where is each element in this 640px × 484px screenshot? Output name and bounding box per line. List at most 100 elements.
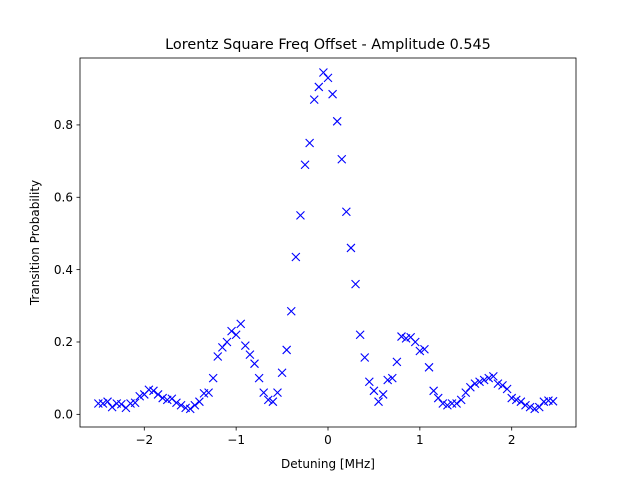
data-point xyxy=(534,402,544,412)
data-point xyxy=(323,73,333,83)
data-point xyxy=(217,343,227,352)
data-point xyxy=(351,279,360,289)
data-point xyxy=(461,388,471,398)
data-point xyxy=(240,341,250,350)
x-tick-label: 2 xyxy=(508,433,516,447)
x-axis-label: Detuning [MHz] xyxy=(281,457,375,471)
data-point xyxy=(231,330,241,340)
data-point xyxy=(263,395,273,405)
data-point xyxy=(369,386,379,396)
data-point xyxy=(208,373,218,383)
data-point xyxy=(236,319,246,329)
data-point xyxy=(397,332,406,341)
data-point xyxy=(319,68,328,77)
data-point xyxy=(103,397,112,407)
data-point xyxy=(300,160,310,170)
y-tick-label: 0.8 xyxy=(54,118,73,132)
data-point xyxy=(286,306,296,316)
data-point xyxy=(116,399,126,409)
data-point xyxy=(525,402,535,412)
data-point xyxy=(479,375,489,385)
chart-title: Lorentz Square Freq Offset - Amplitude 0… xyxy=(165,37,491,53)
data-point xyxy=(305,138,315,148)
data-point xyxy=(374,397,383,407)
data-point xyxy=(328,89,337,99)
data-point xyxy=(378,390,388,399)
data-point xyxy=(507,393,517,403)
data-point xyxy=(185,404,195,414)
data-point xyxy=(98,399,108,408)
data-point xyxy=(383,375,393,385)
data-point xyxy=(273,388,282,398)
data-point xyxy=(475,377,484,387)
data-point xyxy=(484,373,494,383)
data-point xyxy=(429,386,439,396)
data-point xyxy=(521,400,530,410)
x-axis: −2 −1 0 1 2 xyxy=(135,427,516,447)
data-point xyxy=(420,344,429,354)
data-point xyxy=(254,373,264,383)
data-point xyxy=(259,388,269,398)
x-tick-label: 1 xyxy=(416,433,424,447)
data-point xyxy=(392,357,402,367)
data-point xyxy=(296,210,305,220)
data-point xyxy=(493,379,503,388)
data-point xyxy=(502,384,512,394)
data-point xyxy=(364,377,374,387)
data-point xyxy=(341,207,351,217)
x-tick-label: −1 xyxy=(227,433,245,447)
data-point xyxy=(438,399,448,408)
data-point xyxy=(465,382,475,392)
data-point xyxy=(355,330,365,340)
data-point xyxy=(443,400,452,410)
data-point xyxy=(337,154,347,164)
data-point xyxy=(135,391,145,401)
data-point xyxy=(433,393,443,403)
data-point xyxy=(158,393,168,403)
data-point xyxy=(268,397,278,407)
y-axis: 0.0 0.2 0.4 0.6 0.8 xyxy=(54,118,80,422)
data-point xyxy=(172,398,181,408)
data-point xyxy=(130,398,140,408)
data-point xyxy=(291,252,301,262)
y-axis-label: Transition Probability xyxy=(28,180,42,306)
data-point xyxy=(153,390,163,399)
data-point xyxy=(387,373,397,383)
data-point xyxy=(498,381,507,390)
data-point xyxy=(410,337,420,347)
data-point xyxy=(277,368,287,378)
data-point xyxy=(511,395,521,405)
data-point xyxy=(222,337,232,347)
data-point xyxy=(176,400,186,410)
data-point xyxy=(204,388,213,398)
data-point xyxy=(309,95,319,104)
data-point xyxy=(452,399,461,408)
data-point xyxy=(314,82,324,92)
data-point xyxy=(360,353,370,362)
data-point xyxy=(548,396,558,406)
data-point xyxy=(456,395,466,405)
data-point xyxy=(332,116,342,126)
plot-area xyxy=(93,68,558,414)
x-tick-label: −2 xyxy=(135,433,153,447)
data-point xyxy=(227,326,236,336)
data-point xyxy=(245,350,255,360)
data-point xyxy=(282,345,292,355)
data-point xyxy=(470,379,480,388)
data-point xyxy=(488,371,498,381)
data-point xyxy=(107,402,117,412)
data-point xyxy=(190,400,200,410)
data-point xyxy=(195,397,204,407)
data-point xyxy=(415,346,425,356)
data-point xyxy=(149,386,158,396)
data-point xyxy=(530,404,540,414)
data-point xyxy=(516,397,526,407)
y-tick-label: 0.2 xyxy=(54,335,73,349)
x-tick-label: 0 xyxy=(324,433,332,447)
data-point xyxy=(213,352,223,361)
y-tick-label: 0.0 xyxy=(54,408,73,422)
data-point xyxy=(424,362,434,372)
